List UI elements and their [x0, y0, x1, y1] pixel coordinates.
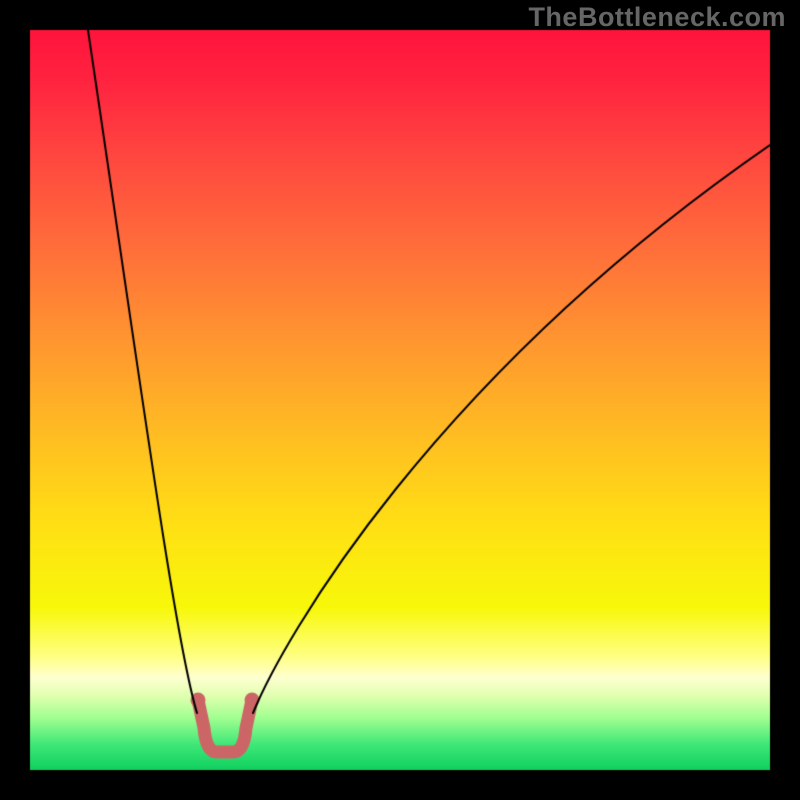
chart-stage: TheBottleneck.com — [0, 0, 800, 800]
watermark-text: TheBottleneck.com — [528, 2, 786, 33]
chart-canvas — [0, 0, 800, 800]
